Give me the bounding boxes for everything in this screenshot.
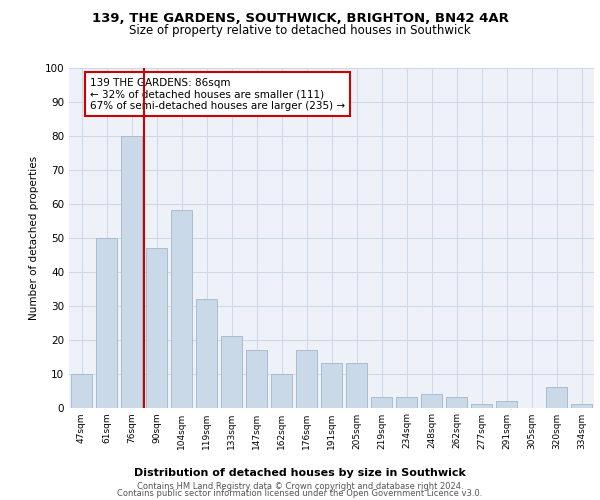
Bar bbox=[221, 336, 242, 407]
Text: Contains HM Land Registry data © Crown copyright and database right 2024.: Contains HM Land Registry data © Crown c… bbox=[137, 482, 463, 491]
Bar bbox=[496, 400, 517, 407]
Bar bbox=[321, 364, 342, 408]
Bar bbox=[296, 350, 317, 408]
Bar bbox=[346, 364, 367, 408]
Text: Contains public sector information licensed under the Open Government Licence v3: Contains public sector information licen… bbox=[118, 490, 482, 498]
Bar bbox=[371, 398, 392, 407]
Text: 139 THE GARDENS: 86sqm
← 32% of detached houses are smaller (111)
67% of semi-de: 139 THE GARDENS: 86sqm ← 32% of detached… bbox=[90, 78, 345, 111]
Bar bbox=[421, 394, 442, 407]
Bar bbox=[246, 350, 267, 408]
Bar bbox=[196, 298, 217, 408]
Bar bbox=[396, 398, 417, 407]
Text: Distribution of detached houses by size in Southwick: Distribution of detached houses by size … bbox=[134, 468, 466, 477]
Bar bbox=[446, 398, 467, 407]
Bar bbox=[546, 387, 567, 407]
Text: 139, THE GARDENS, SOUTHWICK, BRIGHTON, BN42 4AR: 139, THE GARDENS, SOUTHWICK, BRIGHTON, B… bbox=[92, 12, 508, 26]
Bar bbox=[471, 404, 492, 407]
Bar bbox=[271, 374, 292, 408]
Bar bbox=[121, 136, 142, 407]
Bar bbox=[96, 238, 117, 408]
Bar bbox=[71, 374, 92, 408]
Bar bbox=[171, 210, 192, 408]
Bar bbox=[571, 404, 592, 407]
Bar bbox=[146, 248, 167, 408]
Text: Size of property relative to detached houses in Southwick: Size of property relative to detached ho… bbox=[129, 24, 471, 37]
Y-axis label: Number of detached properties: Number of detached properties bbox=[29, 156, 39, 320]
